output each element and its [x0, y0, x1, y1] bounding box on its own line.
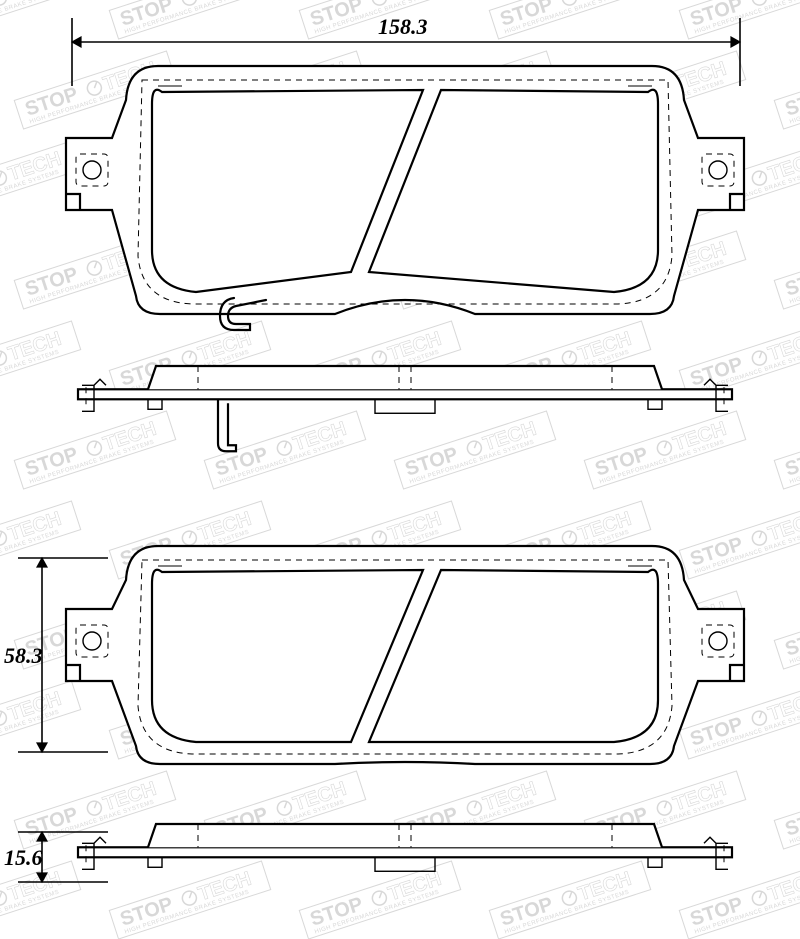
dimension-thickness-label: 15.6 [4, 845, 43, 871]
diagram-stage: STOPTECHHIGH PERFORMANCE BRAKE SYSTEMSST… [0, 0, 800, 939]
dimension-width-label: 158.3 [378, 14, 428, 40]
technical-drawing [0, 0, 800, 939]
dimension-height-label: 58.3 [4, 643, 43, 669]
